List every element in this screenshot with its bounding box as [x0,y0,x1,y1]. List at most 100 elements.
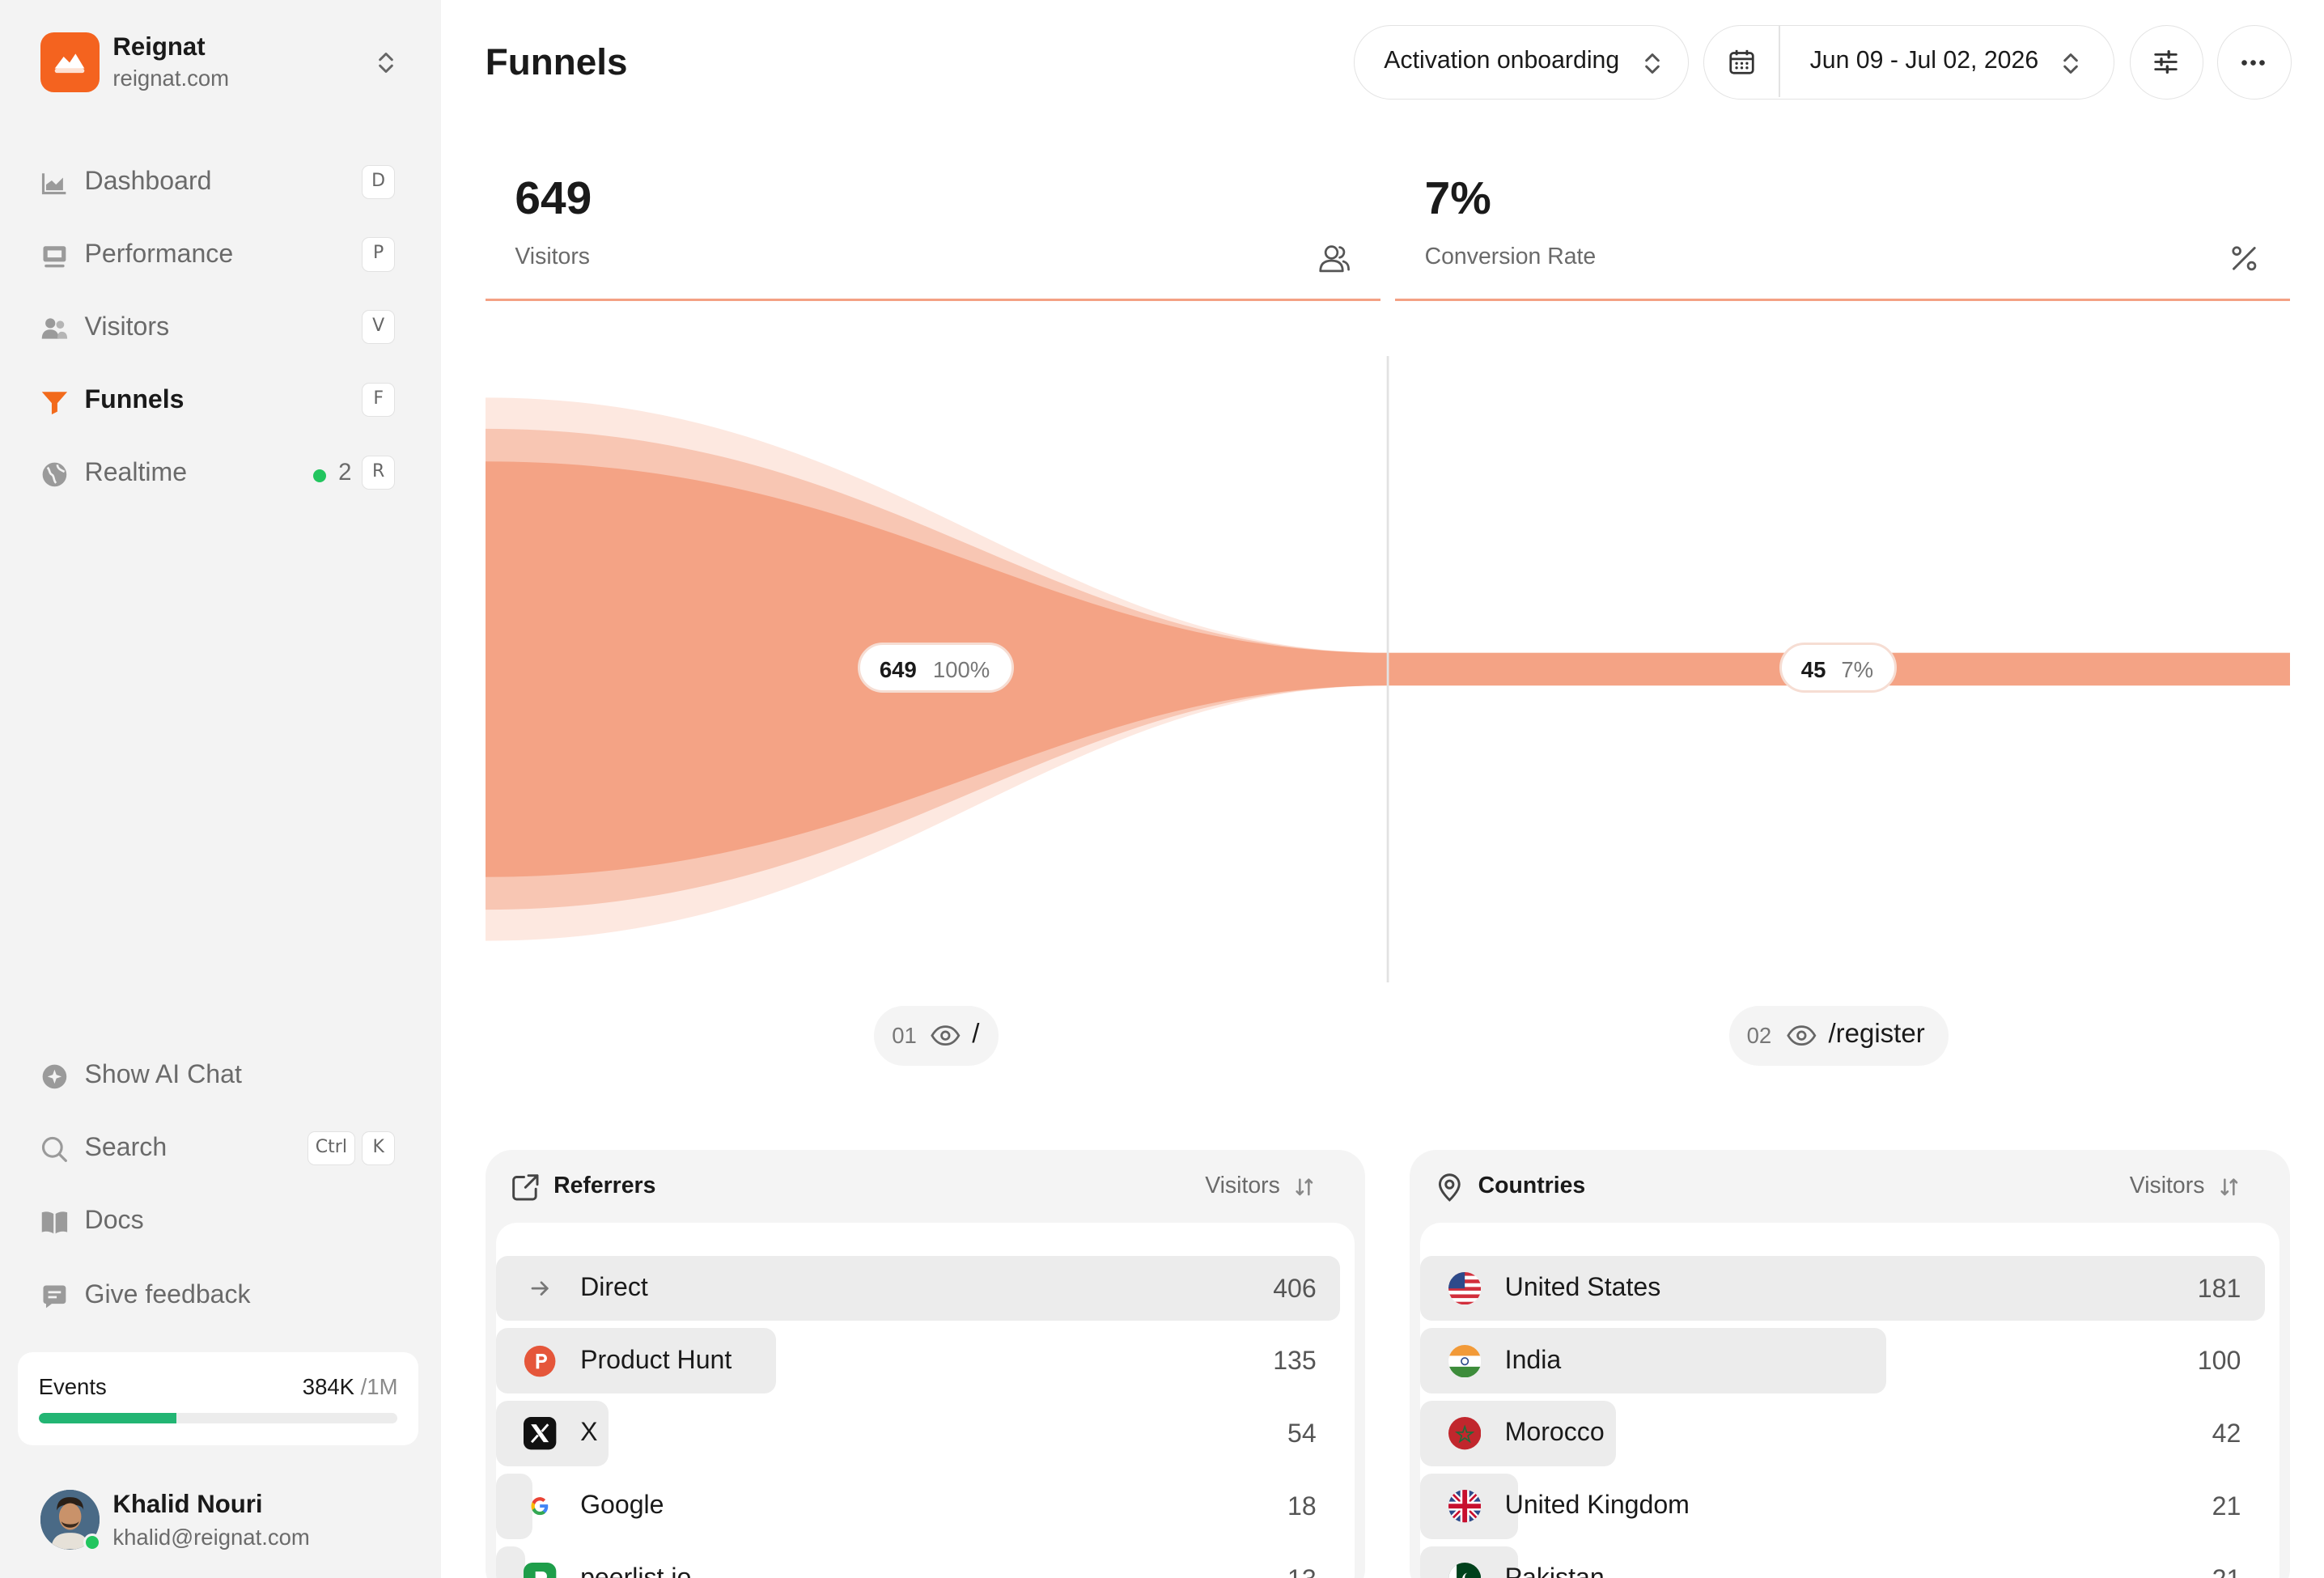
realtime-count: 2 [338,458,352,486]
search-button[interactable]: Search Ctrl K [40,1130,397,1169]
funnel-flow-graphic [485,356,2290,983]
book-icon [41,1211,67,1234]
chevron-up-down-icon [2063,53,2079,74]
give-feedback-button[interactable]: Give feedback [40,1276,397,1315]
sidebar: Reignat reignat.com Dashboard D Performa… [0,0,441,1578]
country-visitors: 42 [2212,1419,2241,1449]
referrer-row[interactable]: peerlist.io 13 [495,1546,1355,1578]
country-name: United States [1504,1271,1661,1301]
logo-icon [54,53,85,73]
ai-sparkle-icon [42,1064,66,1089]
google-icon [531,1497,549,1516]
conversion-stat-card[interactable]: 7% Conversion Rate [1394,160,2290,302]
sliders-icon [2154,49,2178,74]
workspace-domain: reignat.com [112,65,230,91]
avatar [40,1490,100,1550]
user-name: Khalid Nouri [112,1490,263,1519]
shortcut-key: K [362,1130,395,1165]
more-options-button[interactable] [2216,25,2292,100]
referrer-name: Google [580,1490,664,1520]
workspace-name: Reignat [112,32,206,62]
step-1-path: / [972,1018,980,1049]
step-2-label[interactable]: 02 /register [1728,1006,1949,1066]
calendar-icon [1729,49,1754,74]
brand-logo [40,32,100,92]
nav-item-dashboard[interactable]: Dashboard D [40,163,397,202]
sort-icon[interactable] [2219,1177,2240,1198]
sort-icon[interactable] [1294,1177,1315,1198]
percent-icon [2232,246,2256,271]
step-1-label[interactable]: 01 / [874,1006,999,1066]
country-row[interactable]: United Kingdom 21 [1420,1474,2279,1539]
nav-item-funnels[interactable]: Funnels F [40,381,397,420]
shortcut-key: D [362,164,395,199]
referrer-visitors: 135 [1273,1346,1317,1376]
workspace-switcher[interactable]: Reignat reignat.com [40,32,404,94]
country-row-bar [1420,1255,2265,1321]
country-name: Morocco [1504,1417,1605,1447]
country-name: India [1504,1344,1562,1374]
referrer-row[interactable]: Direct 406 [495,1255,1355,1321]
country-row[interactable]: United States 181 [1420,1255,2279,1321]
user-profile[interactable]: Khalid Nouri khalid@reignat.com [40,1489,426,1555]
events-label: Events [38,1374,107,1400]
globe-icon [42,462,66,486]
referrer-row[interactable]: Product Hunt 135 [495,1328,1355,1394]
nav-label: Realtime [84,456,188,486]
country-row[interactable]: India 100 [1420,1328,2279,1394]
country-row[interactable]: Morocco 42 [1420,1401,2279,1466]
referrer-row[interactable]: X 54 [495,1401,1355,1466]
countries-list: United States 181 India 100 [1420,1223,2279,1578]
funnel-icon [41,391,67,414]
visitors-stat-card[interactable]: 649 Visitors [485,160,1380,302]
funnel-select[interactable]: Activation onboarding [1353,25,1690,100]
referrers-list: Direct 406 Product Hunt 135 X [495,1223,1355,1578]
peerlist-icon [524,1563,557,1578]
step-2-count-badge[interactable]: 45 7% [1779,643,1897,694]
country-name: Pakistan [1504,1563,1605,1578]
visitors-stat-value: 649 [515,172,592,224]
chart-area-icon [41,173,66,195]
nav-label: Visitors [84,312,170,341]
chevron-up-down-icon [379,52,393,73]
referrer-row-bar [495,1474,533,1539]
referrer-visitors: 54 [1287,1419,1317,1449]
date-range-picker[interactable]: Jun 09 - Jul 02, 2026 [1703,25,2115,100]
step-1-percentage: 100% [932,656,990,682]
referrers-column-header[interactable]: Visitors [1205,1172,1280,1198]
events-progress-track [38,1412,398,1423]
search-icon [41,1136,67,1162]
referrer-row[interactable]: Google 18 [495,1474,1355,1539]
events-progress-fill [38,1412,177,1423]
countries-panel: Countries Visitors United States [1410,1150,2290,1578]
step-2-number: 02 [1746,1022,1772,1048]
nav-label: Docs [84,1205,144,1235]
referrer-name: Direct [580,1271,648,1301]
nav-item-visitors[interactable]: Visitors V [40,308,397,347]
shortcut-key: P [362,237,395,272]
nav-label: Performance [84,239,234,269]
show-ai-chat-button[interactable]: Show AI Chat [40,1057,397,1096]
step-2-percentage: 7% [1841,656,1874,682]
events-usage-card: Events 384K /1M [18,1351,419,1446]
uk-flag-icon [1448,1490,1482,1523]
step-1-count-badge[interactable]: 649 100% [858,643,1014,694]
country-row[interactable]: Pakistan 21 [1420,1546,2279,1578]
shortcut-key: R [362,456,395,490]
pill-divider [1779,26,1780,98]
message-icon [43,1285,66,1308]
users-icon [41,318,67,339]
referrers-panel: Referrers Visitors Direct 406 Product Hu… [485,1150,1366,1578]
docs-link[interactable]: Docs [40,1203,397,1241]
filters-button[interactable] [2129,25,2204,100]
nav-item-performance[interactable]: Performance P [40,236,397,275]
morocco-flag-icon [1448,1417,1482,1450]
arrow-right-icon [532,1281,549,1296]
visitors-stat-label: Visitors [515,243,590,269]
step-1-number: 01 [892,1022,917,1048]
nav-item-realtime[interactable]: Realtime 2 R [40,454,397,493]
countries-column-header[interactable]: Visitors [2129,1172,2205,1198]
chevron-up-down-icon [1645,53,1660,74]
product-hunt-icon [524,1345,556,1377]
